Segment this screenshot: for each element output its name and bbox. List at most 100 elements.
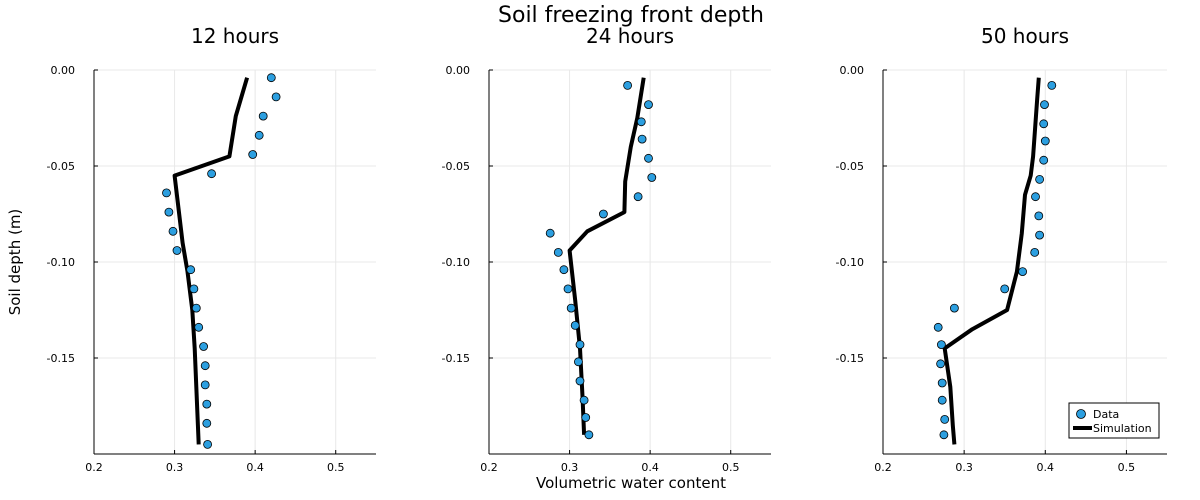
y-tick-label: -0.15 [47, 352, 75, 365]
legend-data-label: Data [1093, 408, 1119, 421]
data-point [599, 209, 608, 219]
chart-title: Soil freezing front depth [498, 3, 764, 28]
data-point [1040, 136, 1050, 146]
data-point [186, 265, 196, 275]
data-point [203, 439, 213, 449]
data-point [647, 173, 657, 182]
data-point [644, 153, 653, 163]
data-point [194, 322, 204, 332]
panel-3: 0.2 0.3 0.4 0.5 0.00 -0.05 -0.10 -0.15 50 hours [836, 24, 1167, 474]
data-point [1031, 192, 1040, 202]
x-tick-label: 0.4 [246, 461, 264, 474]
data-point [575, 340, 585, 350]
data-point [248, 150, 258, 159]
data-point [566, 303, 576, 313]
data-point [258, 111, 268, 121]
panel-title: 12 hours [191, 24, 279, 48]
data-point [939, 430, 949, 440]
y-axis-label: Soil depth (m) [6, 209, 24, 316]
data-point [202, 399, 212, 409]
data-point [644, 100, 653, 109]
x-tick-label: 0.2 [874, 461, 892, 474]
data-point [266, 73, 276, 83]
data-point [1047, 81, 1057, 90]
y-tick-label: 0.00 [840, 64, 865, 77]
x-tick-label: 0.5 [722, 461, 740, 474]
panel-2: 0.2 0.3 0.4 0.5 0.00 -0.05 -0.10 -0.15 24 hours [442, 24, 771, 474]
data-point [584, 430, 594, 440]
x-tick-label: 0.2 [480, 461, 498, 474]
data-point [1030, 247, 1040, 257]
data-point [937, 378, 947, 388]
data-point [936, 359, 945, 369]
data-point [574, 357, 583, 367]
data-point [1039, 155, 1049, 165]
x-tick-label: 0.3 [166, 461, 184, 474]
data-point [191, 303, 201, 313]
data-point [636, 117, 646, 127]
x-tick-label: 0.3 [955, 461, 973, 474]
panel-1: 0.2 0.3 0.4 0.5 0.00 -0.05 -0.10 -0.15 12 hours [47, 24, 376, 474]
legend-sim-label: Simulation [1093, 422, 1152, 435]
data-point [189, 284, 199, 294]
x-tick-label: 0.5 [1118, 461, 1136, 474]
data-point [553, 247, 563, 257]
data-point [200, 380, 210, 390]
y-tick-label: -0.05 [442, 160, 470, 173]
legend-box [1068, 402, 1160, 439]
y-tick-label: -0.05 [836, 160, 864, 173]
data-point [937, 340, 946, 350]
data-point [164, 207, 174, 217]
x-tick-label: 0.3 [561, 461, 579, 474]
panels: 0.2 0.3 0.4 0.5 0.00 -0.05 -0.10 -0.15 12 hours 0… [47, 24, 1167, 474]
data-point [162, 188, 171, 198]
data-point [950, 303, 959, 313]
data-point [1035, 230, 1044, 240]
data-point [1039, 119, 1049, 129]
data-point [933, 322, 943, 332]
data-point [1035, 174, 1044, 184]
data-point [1018, 267, 1027, 277]
simulation-line [942, 77, 1041, 445]
panel-title: 24 hours [586, 24, 674, 48]
x-tick-label: 0.2 [85, 461, 103, 474]
y-tick-label: -0.15 [836, 352, 864, 365]
data-point [200, 361, 210, 371]
data-point [1034, 211, 1044, 221]
data-point [623, 81, 632, 90]
x-tick-label: 0.5 [327, 461, 345, 474]
y-tick-label: 0.00 [446, 64, 471, 77]
y-tick-label: -0.15 [442, 352, 470, 365]
x-tick-label: 0.4 [641, 461, 659, 474]
y-tick-label: -0.10 [836, 256, 864, 269]
data-point [581, 413, 591, 422]
data-point [271, 92, 281, 102]
data-point [545, 228, 555, 238]
x-tick-label: 0.4 [1037, 461, 1055, 474]
x-axis-label: Volumetric water content [536, 474, 726, 492]
data-point [168, 226, 178, 236]
y-tick-label: -0.10 [442, 256, 470, 269]
data-point [570, 320, 580, 330]
data-point [1000, 284, 1010, 294]
data-point [633, 192, 643, 202]
y-tick-label: -0.05 [47, 160, 75, 173]
data-point [202, 418, 212, 428]
data-point [559, 265, 569, 275]
data-point [937, 395, 947, 405]
y-tick-label: -0.10 [47, 256, 75, 269]
data-point [1040, 100, 1049, 109]
data-point [575, 376, 585, 386]
data-point [172, 246, 182, 255]
data-point [254, 130, 264, 140]
data-point [563, 284, 573, 294]
data-point [207, 169, 217, 179]
data-point [940, 414, 950, 424]
data-point [199, 342, 209, 351]
simulation-line [172, 77, 250, 445]
data-point [637, 134, 647, 144]
legend-data-marker [1076, 409, 1086, 419]
data-point [579, 395, 589, 405]
